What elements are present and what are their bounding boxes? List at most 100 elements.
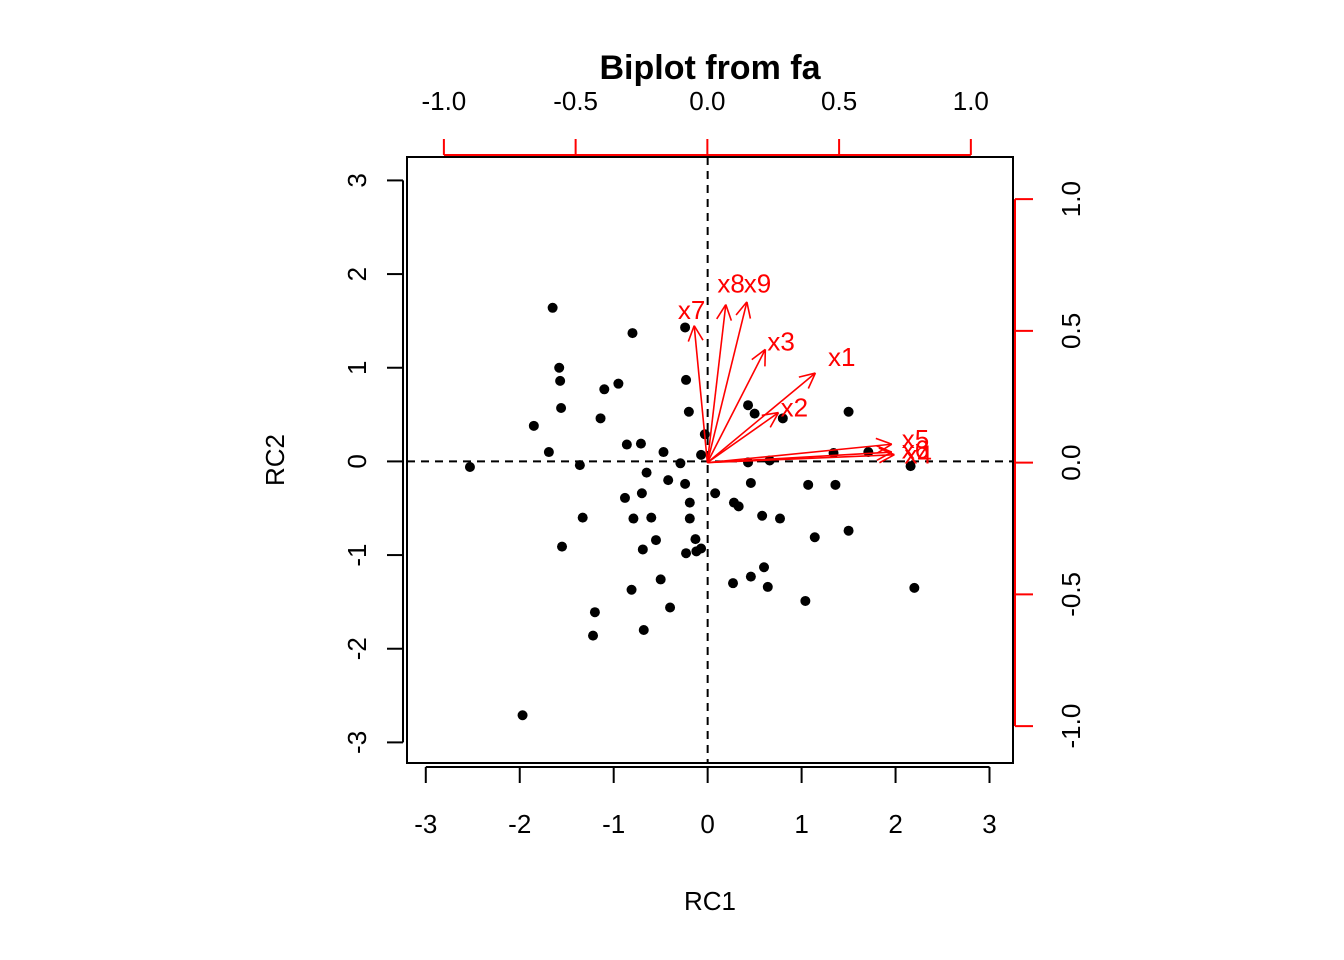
score-points — [464, 302, 920, 721]
score-point — [863, 447, 874, 458]
arrow-head — [875, 437, 893, 445]
score-point — [681, 548, 692, 559]
score-point — [728, 578, 739, 589]
top-tick-label: 0.0 — [689, 86, 725, 116]
score-point — [613, 378, 624, 389]
score-point — [745, 571, 756, 582]
score-point — [641, 467, 652, 478]
score-point — [759, 562, 770, 573]
score-point — [577, 512, 588, 523]
arrow-head — [769, 412, 780, 428]
score-point — [621, 439, 632, 450]
score-point — [909, 582, 920, 593]
score-point — [555, 375, 566, 386]
score-point — [757, 510, 768, 521]
score-point — [696, 543, 707, 554]
score-point — [595, 413, 606, 424]
y-axis-title: RC2 — [260, 434, 290, 486]
left-tick-label: 0 — [342, 454, 372, 468]
arrow-head — [876, 451, 893, 462]
bottom-tick-label: -3 — [414, 809, 437, 839]
score-point — [628, 513, 639, 524]
left-tick-label: -1 — [342, 544, 372, 567]
score-point — [663, 475, 674, 486]
score-point — [774, 513, 785, 524]
arrow-head — [716, 304, 727, 320]
x-axis-title: RC1 — [684, 886, 736, 916]
arrow-head — [735, 301, 748, 316]
score-point — [690, 534, 701, 545]
arrow-shaft — [706, 301, 748, 463]
loading-label-x2: x2 — [781, 392, 808, 422]
top-tick-label: -0.5 — [553, 86, 598, 116]
score-point — [517, 710, 528, 721]
loading-arrow-x2 — [706, 411, 780, 464]
arrow-head — [807, 372, 817, 389]
score-point — [554, 362, 565, 373]
arrow-shaft — [693, 325, 709, 463]
score-point — [680, 478, 691, 489]
loading-arrow-x7 — [687, 325, 709, 463]
left-tick-label: -2 — [342, 637, 372, 660]
score-point — [626, 584, 637, 595]
score-point — [557, 541, 568, 552]
score-point — [680, 322, 691, 333]
loading-arrow-x9 — [706, 301, 752, 463]
loading-arrow-x1 — [706, 372, 817, 464]
loading-label-x1: x1 — [828, 342, 855, 372]
arrow-head — [751, 348, 766, 361]
score-point — [655, 574, 666, 585]
right-tick-label: -0.5 — [1056, 572, 1086, 617]
arrow-head — [746, 301, 752, 319]
bottom-tick-label: -1 — [602, 809, 625, 839]
loading-label-x7: x7 — [678, 295, 705, 325]
score-point — [675, 458, 686, 469]
bottom-tick-label: 0 — [700, 809, 714, 839]
arrow-head — [725, 304, 733, 321]
score-point — [588, 630, 599, 641]
top-tick-label: 1.0 — [953, 86, 989, 116]
arrow-head — [879, 454, 895, 464]
arrow-shaft — [706, 304, 727, 463]
score-point — [635, 438, 646, 449]
top-tick-label: -1.0 — [421, 86, 466, 116]
bottom-tick-label: 1 — [794, 809, 808, 839]
loading-label-x5: x5 — [902, 424, 929, 454]
bottom-tick-label: 2 — [888, 809, 902, 839]
left-tick-label: -3 — [342, 731, 372, 754]
axes: -3 -2 -1 0 1 2 3 -3 -2 -1 0 1 2 3 -1.0 -0.5 0.0 0.5 1.0 -1.… — [342, 86, 1086, 839]
score-point — [589, 607, 600, 618]
left-tick-label: 2 — [342, 267, 372, 281]
arrow-head — [687, 325, 695, 342]
loading-label-x6: x6 — [902, 434, 929, 464]
arrow-shaft — [707, 443, 892, 464]
score-point — [599, 384, 610, 395]
score-point — [684, 513, 695, 524]
plot-frame — [406, 156, 1014, 764]
score-point — [843, 525, 854, 536]
loading-arrow-x8 — [706, 304, 733, 463]
score-point — [574, 460, 585, 471]
arrow-shaft — [706, 348, 767, 463]
score-point — [681, 374, 692, 385]
arrow-head — [875, 444, 893, 453]
score-point — [464, 462, 475, 473]
score-point — [547, 302, 558, 313]
loading-label-x8: x8 — [717, 268, 744, 298]
bottom-tick-label: -2 — [508, 809, 531, 839]
top-tick-label: 0.5 — [821, 86, 857, 116]
score-point — [636, 488, 647, 499]
bottom-tick-label: 3 — [982, 809, 996, 839]
chart-title: Biplot from fa — [600, 49, 822, 87]
score-point — [637, 544, 648, 555]
score-point — [762, 581, 773, 592]
loading-label-x3: x3 — [767, 326, 794, 356]
arrow-shaft — [706, 372, 816, 464]
right-tick-label: 1.0 — [1056, 181, 1086, 217]
loading-label-x9: x9 — [744, 268, 771, 298]
score-point — [650, 535, 661, 546]
arrow-head — [878, 447, 895, 456]
left-tick-label: 1 — [342, 361, 372, 375]
score-point — [543, 447, 554, 458]
